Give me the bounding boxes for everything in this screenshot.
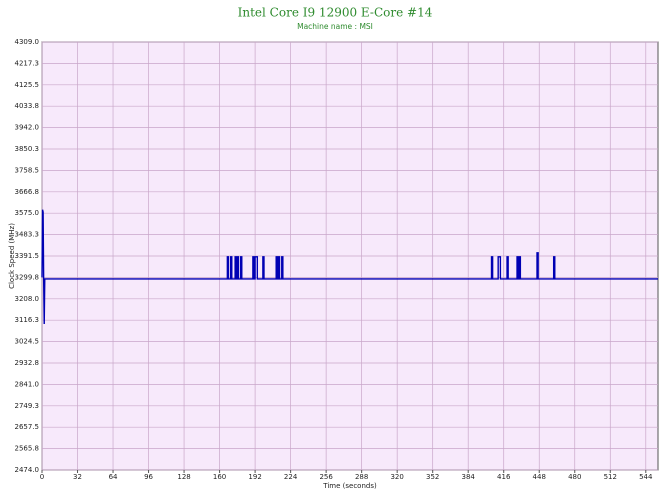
- x-tick-label: 384: [462, 473, 476, 481]
- data-line: [41, 209, 658, 324]
- x-tick-label: 64: [109, 473, 118, 481]
- y-tick-label: 2841.0: [15, 380, 40, 388]
- y-tick-label: 3391.5: [15, 252, 40, 260]
- x-tick-label: 224: [284, 473, 298, 481]
- x-tick-label: 352: [426, 473, 439, 481]
- y-tick-label: 3666.8: [15, 188, 40, 196]
- y-tick-label: 2565.8: [15, 445, 40, 453]
- x-tick-label: 256: [319, 473, 333, 481]
- y-tick-label: 3850.3: [15, 145, 40, 153]
- x-tick-label: 0: [40, 473, 44, 481]
- x-tick-label: 480: [568, 473, 581, 481]
- y-tick-label: 4033.8: [15, 102, 40, 110]
- y-tick-label: 3208.0: [15, 295, 40, 303]
- y-tick-label: 3116.3: [15, 316, 40, 324]
- y-tick-label: 2749.3: [15, 402, 40, 410]
- y-tick-label: 2932.8: [15, 359, 40, 367]
- x-tick-label: 288: [355, 473, 368, 481]
- chart-subtitle: Machine name : MSI: [297, 22, 373, 31]
- x-tick-label: 128: [177, 473, 190, 481]
- y-tick-label: 4217.3: [15, 59, 40, 67]
- y-tick-label: 3942.0: [15, 124, 40, 132]
- x-tick-label: 192: [248, 473, 261, 481]
- chart-title: Intel Core I9 12900 E-Core #14: [238, 6, 433, 20]
- y-tick-label: 4125.5: [15, 81, 40, 89]
- y-tick-label: 3024.5: [15, 338, 40, 346]
- x-tick-label: 448: [533, 473, 546, 481]
- x-tick-label: 416: [497, 473, 511, 481]
- y-tick-label: 3758.5: [15, 166, 40, 174]
- x-tick-label: 544: [639, 473, 653, 481]
- y-axis-label: Clock Speed (MHz): [8, 223, 16, 289]
- y-tick-label: 4309.0: [15, 38, 40, 46]
- y-tick-label: 3575.0: [15, 209, 40, 217]
- x-tick-label: 512: [604, 473, 617, 481]
- x-tick-label: 96: [144, 473, 153, 481]
- x-tick-label: 32: [73, 473, 82, 481]
- y-tick-label: 2657.5: [15, 423, 40, 431]
- x-axis-label: Time (seconds): [322, 482, 377, 490]
- y-tick-label: 2474.0: [15, 466, 40, 474]
- y-tick-label: 3483.3: [15, 231, 40, 239]
- x-tick-label: 320: [390, 473, 403, 481]
- x-tick-label: 160: [213, 473, 226, 481]
- y-tick-label: 3299.8: [15, 273, 40, 281]
